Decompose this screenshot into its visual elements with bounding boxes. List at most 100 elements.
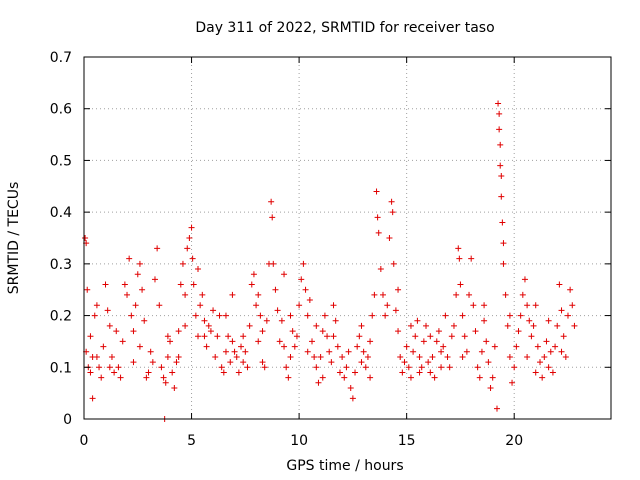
data-point (384, 302, 391, 309)
data-point (169, 369, 176, 376)
data-point (457, 281, 464, 288)
data-point (261, 364, 268, 371)
data-point (207, 328, 214, 335)
data-point (119, 338, 126, 345)
data-point (369, 312, 376, 319)
data-point (554, 322, 561, 329)
data-point (524, 302, 531, 309)
data-point (414, 317, 421, 324)
y-tick-label: 0.2 (50, 309, 72, 325)
data-point (257, 312, 264, 319)
data-point (521, 276, 528, 283)
axis-ticks (83, 56, 611, 420)
data-point (530, 322, 537, 329)
data-point (453, 291, 460, 298)
data-point (354, 343, 361, 350)
data-point (190, 281, 197, 288)
data-point (96, 364, 103, 371)
data-points (82, 100, 578, 422)
data-point (93, 353, 100, 360)
data-point (298, 276, 305, 283)
data-point (502, 291, 509, 298)
data-point (407, 374, 414, 381)
data-point (281, 343, 288, 350)
data-point (513, 343, 520, 350)
chart-title: Day 311 of 2022, SRMTID for receiver tas… (195, 20, 494, 36)
data-point (364, 353, 371, 360)
data-point (418, 364, 425, 371)
data-point (210, 307, 217, 314)
data-point (401, 359, 408, 366)
data-point (147, 348, 154, 355)
data-point (182, 291, 189, 298)
data-point (374, 214, 381, 221)
data-point (367, 374, 374, 381)
data-point (255, 338, 262, 345)
data-point (313, 364, 320, 371)
data-point (420, 338, 427, 345)
y-tick-labels: 0 0.1 0.2 0.3 0.4 0.5 0.6 0.7 (50, 50, 72, 428)
data-point (425, 359, 432, 366)
x-tick-label: 10 (290, 433, 308, 449)
data-point (151, 276, 158, 283)
data-point (395, 286, 402, 293)
data-point (416, 369, 423, 376)
data-point (130, 359, 137, 366)
data-point (446, 364, 453, 371)
data-point (89, 395, 96, 402)
data-point (289, 328, 296, 335)
data-point (497, 162, 504, 169)
data-point (362, 364, 369, 371)
data-point (104, 307, 111, 314)
data-point (373, 188, 380, 195)
data-point (339, 353, 346, 360)
y-axis-label: SRMTID / TECUs (6, 182, 22, 295)
data-point (543, 338, 550, 345)
data-point (472, 328, 479, 335)
data-point (179, 260, 186, 267)
data-point (272, 286, 279, 293)
data-point (164, 333, 171, 340)
data-point (201, 317, 208, 324)
data-point (250, 271, 257, 278)
data-point (300, 260, 307, 267)
data-point (93, 302, 100, 309)
data-point (192, 312, 199, 319)
data-point (392, 307, 399, 314)
data-point (240, 333, 247, 340)
data-point (321, 312, 328, 319)
data-point (478, 348, 485, 355)
data-point (132, 302, 139, 309)
data-point (330, 302, 337, 309)
data-point (343, 364, 350, 371)
data-point (487, 384, 494, 391)
data-point (511, 364, 518, 371)
data-point (293, 333, 300, 340)
data-point (240, 359, 247, 366)
data-point (506, 353, 513, 360)
data-point (121, 281, 128, 288)
y-tick-label: 0.7 (50, 50, 72, 66)
data-point (287, 353, 294, 360)
data-point (375, 229, 382, 236)
data-point (545, 364, 552, 371)
data-point (450, 322, 457, 329)
data-point (515, 328, 522, 335)
data-point (463, 348, 470, 355)
data-point (347, 384, 354, 391)
data-point (395, 328, 402, 335)
y-tick-label: 0.6 (50, 102, 72, 118)
y-tick-label: 0.4 (50, 205, 72, 221)
data-point (319, 328, 326, 335)
data-point (539, 374, 546, 381)
data-point (296, 302, 303, 309)
data-point (442, 312, 449, 319)
data-point (108, 353, 115, 360)
data-point (444, 353, 451, 360)
data-point (571, 322, 578, 329)
data-point (238, 343, 245, 350)
data-point (304, 348, 311, 355)
data-point (317, 353, 324, 360)
data-point (154, 245, 161, 252)
data-point (506, 312, 513, 319)
